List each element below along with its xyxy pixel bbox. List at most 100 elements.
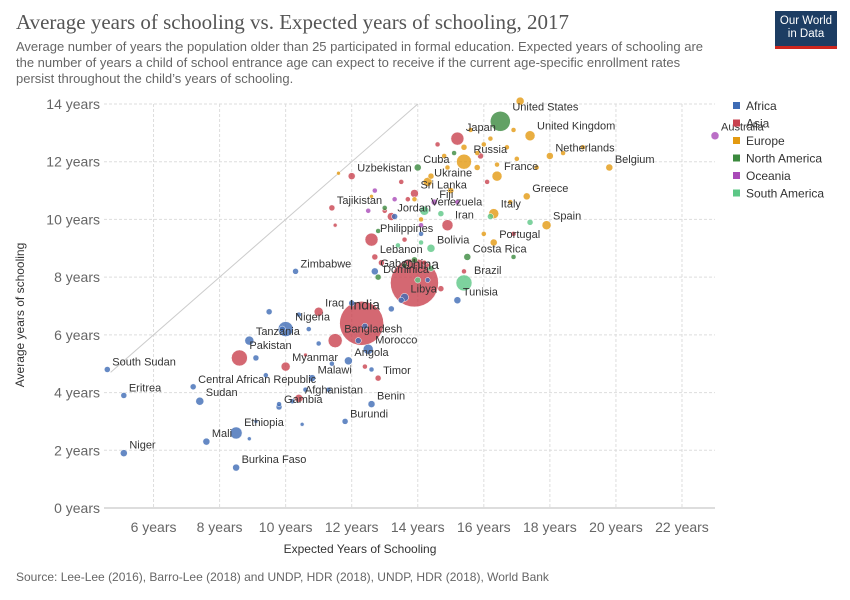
data-point xyxy=(418,239,424,246)
point-label: Bangladesh xyxy=(344,324,402,336)
legend-item: North America xyxy=(746,152,822,166)
data-point xyxy=(339,301,384,346)
y-tick-label: 14 years xyxy=(46,96,100,112)
point-label: Lebanon xyxy=(380,244,423,256)
point-label: United States xyxy=(512,101,579,113)
point-label: Netherlands xyxy=(555,142,615,154)
data-point xyxy=(414,276,422,284)
point-label: Iraq xyxy=(325,297,344,309)
x-tick-label: 12 years xyxy=(325,519,379,535)
data-point xyxy=(120,392,128,399)
data-point xyxy=(253,419,259,424)
point-label: Portugal xyxy=(499,229,540,241)
point-label: Eritrea xyxy=(129,382,162,394)
data-point xyxy=(411,256,418,264)
data-point xyxy=(450,131,465,146)
data-point xyxy=(296,311,302,318)
point-label: Ukraine xyxy=(434,167,472,179)
data-point xyxy=(265,308,273,316)
point-label: Central African Republic xyxy=(198,374,317,386)
point-label: Spain xyxy=(553,211,581,223)
owid-logo[interactable]: Our World in Data xyxy=(775,11,837,49)
x-tick-label: 6 years xyxy=(131,519,177,535)
y-tick-label: 10 years xyxy=(46,211,100,227)
point-label: Belgium xyxy=(615,154,655,166)
data-point xyxy=(522,192,531,201)
point-label: Morocco xyxy=(375,334,417,346)
chart-subtitle: Average number of years the population o… xyxy=(16,39,704,86)
data-point xyxy=(329,360,335,367)
point-label: Sri Lanka xyxy=(420,179,467,191)
x-tick-label: 8 years xyxy=(197,519,243,535)
data-point xyxy=(533,164,540,171)
data-point xyxy=(526,219,534,226)
data-point xyxy=(444,164,451,171)
data-point xyxy=(371,267,379,276)
data-point xyxy=(461,268,467,275)
data-point xyxy=(514,156,520,162)
data-point xyxy=(546,152,554,160)
data-point xyxy=(484,179,490,185)
data-point xyxy=(474,150,480,156)
data-point xyxy=(388,305,395,313)
data-point xyxy=(507,199,513,205)
data-point xyxy=(455,274,473,292)
data-point xyxy=(104,366,111,373)
point-label: India xyxy=(350,296,381,312)
legend-item: Asia xyxy=(746,117,770,131)
data-point xyxy=(453,296,462,304)
data-point xyxy=(411,196,418,202)
data-point xyxy=(421,259,428,266)
data-point xyxy=(437,285,445,292)
data-point xyxy=(460,144,468,151)
data-point xyxy=(414,163,422,172)
data-point xyxy=(487,213,494,220)
legend-item: Africa xyxy=(746,99,777,113)
y-tick-label: 6 years xyxy=(54,327,100,343)
data-point xyxy=(473,164,481,171)
point-label: Philippines xyxy=(380,223,434,235)
legend-swatch xyxy=(733,189,740,197)
data-point xyxy=(437,210,445,217)
data-point xyxy=(252,354,260,362)
data-point xyxy=(580,144,586,151)
data-point xyxy=(424,277,431,283)
point-label: Fiji xyxy=(439,189,453,201)
data-point xyxy=(361,322,369,330)
data-point xyxy=(560,150,566,156)
axes: 0 years 2 years 4 years 6 years 8 years 10 ye… xyxy=(46,96,715,535)
point-label: Tajikistan xyxy=(337,195,382,207)
y-tick-label: 8 years xyxy=(54,269,100,285)
reference-line xyxy=(110,103,419,373)
logo-line-1: Our World xyxy=(779,15,833,27)
data-point xyxy=(232,463,240,472)
x-tick-label: 20 years xyxy=(589,519,643,535)
data-point xyxy=(463,253,472,261)
legend: Africa Asia Europe North America Oceania Sout… xyxy=(733,99,824,201)
data-point xyxy=(391,213,398,220)
legend-item: Oceania xyxy=(746,169,791,183)
data-point xyxy=(302,386,309,393)
data-point xyxy=(510,127,517,133)
point-label: Afghanistan xyxy=(305,384,363,396)
point-label: Burkina Faso xyxy=(242,454,307,466)
legend-item: South America xyxy=(746,187,824,201)
y-tick-label: 0 years xyxy=(54,500,100,516)
data-point xyxy=(491,170,503,182)
point-label: France xyxy=(504,161,538,173)
data-point xyxy=(418,222,424,228)
x-tick-label: 10 years xyxy=(259,519,313,535)
point-label: Myanmar xyxy=(292,352,338,364)
point-label: Iran xyxy=(455,210,474,222)
point-label: Dominica xyxy=(383,264,430,276)
data-point xyxy=(306,326,312,332)
data-point xyxy=(202,437,211,446)
point-label: South Sudan xyxy=(112,356,176,368)
data-point xyxy=(315,340,322,347)
point-label: China xyxy=(402,256,439,272)
point-label: Australia xyxy=(721,122,765,134)
data-point xyxy=(401,262,408,269)
legend-swatch xyxy=(733,154,740,162)
point-label: Costa Rica xyxy=(473,243,528,255)
data-point xyxy=(299,422,305,427)
